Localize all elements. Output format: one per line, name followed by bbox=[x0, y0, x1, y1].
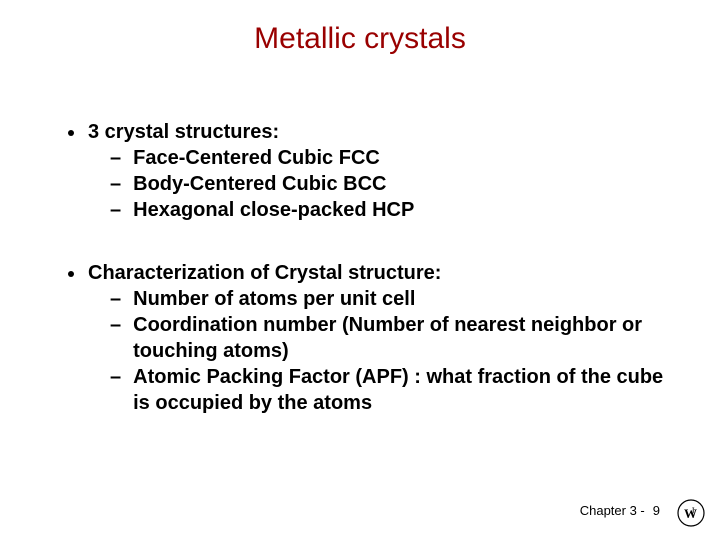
chapter-label: Chapter 3 - bbox=[580, 503, 645, 518]
slide-content: 3 crystal structures: – Face-Centered Cu… bbox=[50, 120, 670, 416]
slide-title: Metallic crystals bbox=[50, 22, 670, 56]
bullet-dot-icon bbox=[68, 271, 74, 277]
bullet-dot-icon bbox=[68, 130, 74, 136]
dash-icon: – bbox=[110, 171, 121, 197]
bullet-sub: – Hexagonal close-packed HCP bbox=[68, 197, 670, 223]
bullet-sub-text: Hexagonal close-packed HCP bbox=[133, 197, 670, 223]
bullet-sub-text: Number of atoms per unit cell bbox=[133, 286, 670, 312]
bullet-sub: – Body-Centered Cubic BCC bbox=[68, 171, 670, 197]
bullet-sub-text: Face-Centered Cubic FCC bbox=[133, 145, 670, 171]
slide: Metallic crystals 3 crystal structures: … bbox=[0, 0, 720, 540]
bullet-sub-text: Coordination number (Number of nearest n… bbox=[133, 312, 670, 364]
publisher-logo-icon: W J bbox=[676, 498, 706, 528]
bullet-sub-text: Body-Centered Cubic BCC bbox=[133, 171, 670, 197]
dash-icon: – bbox=[110, 145, 121, 171]
dash-icon: – bbox=[110, 286, 121, 312]
dash-icon: – bbox=[110, 197, 121, 223]
dash-icon: – bbox=[110, 312, 121, 338]
bullet-main-text: Characterization of Crystal structure: bbox=[88, 261, 441, 286]
bullet-main: 3 crystal structures: bbox=[68, 120, 670, 145]
bullet-sub: – Number of atoms per unit cell bbox=[68, 286, 670, 312]
bullet-sub: – Face-Centered Cubic FCC bbox=[68, 145, 670, 171]
bullet-group-1: 3 crystal structures: – Face-Centered Cu… bbox=[68, 120, 670, 223]
page-number: 9 bbox=[653, 503, 660, 518]
bullet-main-text: 3 crystal structures: bbox=[88, 120, 279, 145]
bullet-sub-text: Atomic Packing Factor (APF) : what fract… bbox=[133, 364, 670, 416]
bullet-sub: – Atomic Packing Factor (APF) : what fra… bbox=[68, 364, 670, 416]
bullet-main: Characterization of Crystal structure: bbox=[68, 261, 670, 286]
dash-icon: – bbox=[110, 364, 121, 390]
bullet-sub: – Coordination number (Number of nearest… bbox=[68, 312, 670, 364]
slide-footer: Chapter 3 - 9 bbox=[580, 503, 660, 518]
bullet-group-2: Characterization of Crystal structure: –… bbox=[68, 261, 670, 416]
svg-text:J: J bbox=[691, 506, 695, 516]
